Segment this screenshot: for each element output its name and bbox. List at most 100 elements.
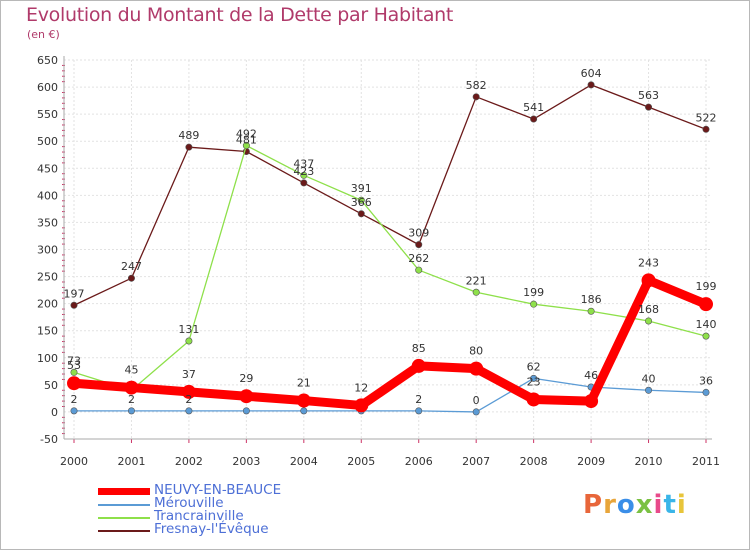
series-line [69,275,711,410]
y-tick-label: 250 [37,271,58,284]
data-point [584,394,599,409]
legend-label: Mérouville [154,495,224,511]
legend-item: Trancrainville [98,508,338,524]
data-label: 40 [642,372,656,385]
x-tick-label: 2004 [290,455,318,468]
y-tick-label: 200 [37,298,58,311]
x-tick-label: 2005 [347,455,375,468]
data-point [645,317,653,325]
data-label: 46 [584,369,598,382]
legend-swatch [98,504,150,506]
data-label: 140 [696,318,717,331]
legend-item: NEUVY-EN-BEAUCE [98,482,338,498]
y-tick-label: 600 [37,81,58,94]
data-point [70,407,78,415]
data-point [357,196,365,204]
data-label: 604 [581,67,602,80]
data-point [415,241,423,249]
data-point [300,171,308,179]
data-point [472,288,480,296]
data-label: 423 [293,165,314,178]
data-point [645,103,653,111]
data-point [124,380,139,395]
data-label: 563 [638,89,659,102]
proxiti-logo: Proxiti [583,490,687,520]
data-point [526,392,541,407]
data-point [587,307,595,315]
legend-swatch [98,488,150,495]
data-point [185,407,193,415]
x-tick-label: 2003 [232,455,260,468]
x-tick-label: 2010 [635,455,663,468]
data-point [530,115,538,123]
data-label: 29 [239,372,253,385]
data-label: 45 [124,364,138,377]
data-point [67,376,81,391]
logo-letter: r [603,490,617,520]
data-label: 489 [178,129,199,142]
data-label: 23 [527,375,541,388]
series-group [67,81,713,416]
x-tick-label: 2007 [462,455,490,468]
data-point [699,297,713,312]
chart-unit: (en €) [27,28,60,41]
data-label: 2 [128,393,135,406]
x-tick-labels: 2000 2001 2002 2003 2004 2005 2006 2007 2008 2009… [60,455,720,468]
data-point [185,143,193,151]
y-tick-label: -50 [40,433,58,446]
data-label: 36 [699,374,713,387]
x-tick-label: 2006 [405,455,433,468]
data-point [354,398,369,413]
data-point [641,273,656,288]
data-label: 2 [415,393,422,406]
data-label: 309 [408,227,429,240]
data-label: 481 [236,134,257,147]
legend-label: Trancrainville [154,508,244,524]
y-tick-label: 300 [37,244,58,257]
legend-swatch [98,517,150,519]
y-tick-label: 50 [44,379,58,392]
data-point [181,384,196,399]
legend-item: Fresnay-l'Évêque [98,521,338,537]
data-point [702,388,710,396]
data-label: 262 [408,252,429,265]
data-point [300,407,308,415]
data-label: 492 [236,128,257,141]
data-label: 221 [466,274,487,287]
data-label: 582 [466,79,487,92]
data-labels: 197 247 489 481 423 366 309 582 541 604 563 522 73 13… [64,67,717,407]
data-point [469,361,484,376]
data-label: 437 [293,157,314,170]
data-label: 366 [351,196,372,209]
x-tick-label: 2000 [60,455,88,468]
data-label: 131 [178,323,199,336]
series-line [73,84,707,306]
data-label: 522 [696,111,717,124]
data-point [702,332,710,340]
legend-item: Mérouville [98,495,338,511]
data-label: 391 [351,182,372,195]
data-point [587,81,595,89]
data-point [185,337,193,345]
logo-letter: o [616,490,636,520]
y-tick-label: 650 [37,54,58,67]
data-label: 12 [354,381,368,394]
data-point [296,393,311,408]
x-tick-label: 2009 [577,455,605,468]
data-label: 168 [638,303,659,316]
x-tick-label: 2011 [692,455,720,468]
data-point [242,407,250,415]
logo-letter: x [635,490,654,520]
legend-swatch [98,530,150,532]
x-tick-label: 2001 [117,455,145,468]
data-point [415,407,423,415]
data-point [415,266,423,274]
data-label: 62 [527,360,541,373]
logo-letter: t [663,490,677,520]
data-label: 37 [182,368,196,381]
data-point [357,210,365,218]
data-point [239,389,254,404]
y-tick-label: 500 [37,135,58,148]
